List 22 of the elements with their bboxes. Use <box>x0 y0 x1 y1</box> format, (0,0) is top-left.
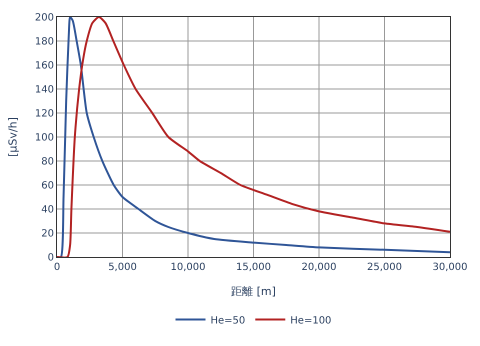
x-tick-label: 25,000 <box>367 262 402 273</box>
y-tick-label: 60 <box>41 180 54 192</box>
y-tick-label: 40 <box>41 204 54 216</box>
y-tick-label: 160 <box>34 60 54 72</box>
y-tick-label: 200 <box>34 12 54 24</box>
x-tick-label: 5,000 <box>108 262 137 273</box>
x-tick-label: 15,000 <box>236 262 271 273</box>
y-tick-label: 80 <box>41 156 54 168</box>
x-tick-label: 30,000 <box>432 262 468 273</box>
y-tick-label: 180 <box>34 36 54 48</box>
legend-label: He=50 <box>210 315 246 326</box>
x-tick-label: 20,000 <box>302 262 336 273</box>
y-tick-label: 100 <box>34 132 54 144</box>
y-tick-label: 120 <box>34 108 54 120</box>
y-tick-label: 0 <box>48 252 54 264</box>
y-tick-label: 20 <box>41 228 54 240</box>
x-tick-label: 10,000 <box>170 262 206 273</box>
y-axis-title: [μSv/h] <box>6 117 20 157</box>
y-tick-label: 140 <box>34 84 54 96</box>
line-series <box>57 17 450 257</box>
legend-label: He=100 <box>290 315 332 326</box>
x-axis-title: 距離 [m] <box>231 285 276 298</box>
